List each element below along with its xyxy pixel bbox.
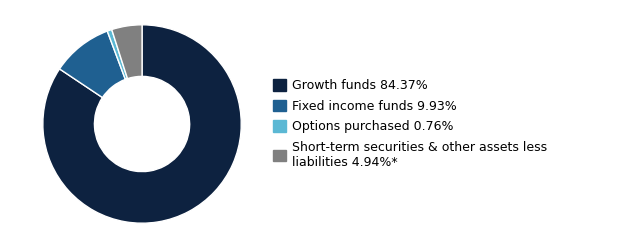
Wedge shape <box>112 25 142 79</box>
Wedge shape <box>43 25 241 223</box>
Wedge shape <box>107 30 127 79</box>
Legend: Growth funds 84.37%, Fixed income funds 9.93%, Options purchased 0.76%, Short-te: Growth funds 84.37%, Fixed income funds … <box>273 79 547 169</box>
Wedge shape <box>59 31 126 97</box>
